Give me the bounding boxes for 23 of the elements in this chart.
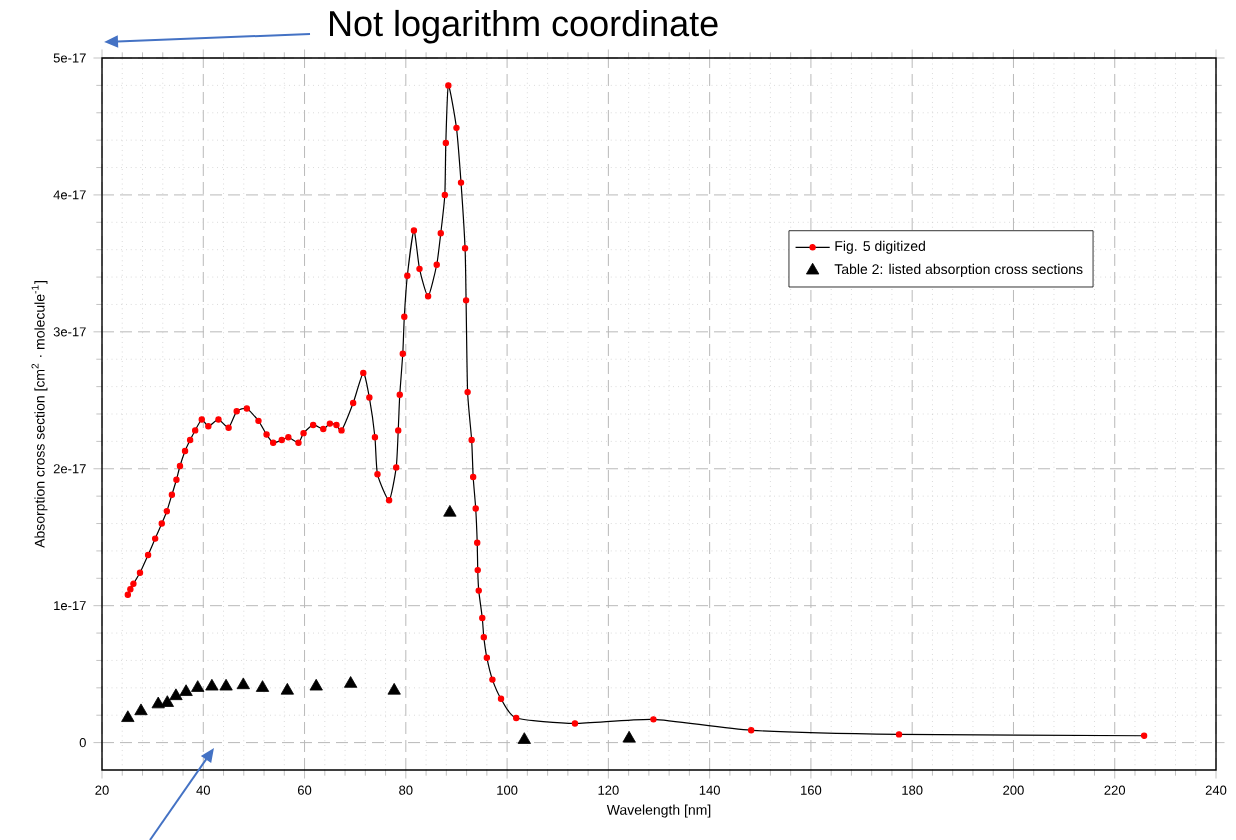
x-tick-label: 200 [1003,785,1024,795]
legend-label: Fig. 5 digitized [835,240,925,254]
x-tick-label: 140 [699,785,720,795]
y-tick-label: 2e-17 [53,464,86,474]
y-tick-label: 4e-17 [53,190,86,200]
y-tick-label: 1e-17 [54,601,86,611]
y-tick-label: 0 [79,738,86,748]
x-tick-label: 80 [399,785,413,795]
x-tick-label: 160 [801,785,822,795]
legend-label: Table 2: listed absorption cross sections [834,263,1083,277]
x-tick-label: 60 [297,785,312,795]
x-tick-label: 20 [95,785,109,795]
y-tick-label: 3e-17 [53,327,86,337]
y-tick-label: 5e-17 [53,53,86,63]
text: Not logarithm coordinate [330,9,718,44]
x-tick-label: 100 [497,785,518,795]
x-tick-label: 40 [196,785,210,795]
y-axis-title: Absorption cross section [cm$^{2}$ · molecule$^{-1}$] [31,281,48,548]
x-axis-title: Wavelength [nm] [606,804,711,818]
x-tick-label: 240 [1205,785,1227,795]
x-tick-label: 120 [598,785,619,795]
x-tick-label: 220 [1104,785,1126,795]
x-tick-label: 180 [902,785,923,795]
